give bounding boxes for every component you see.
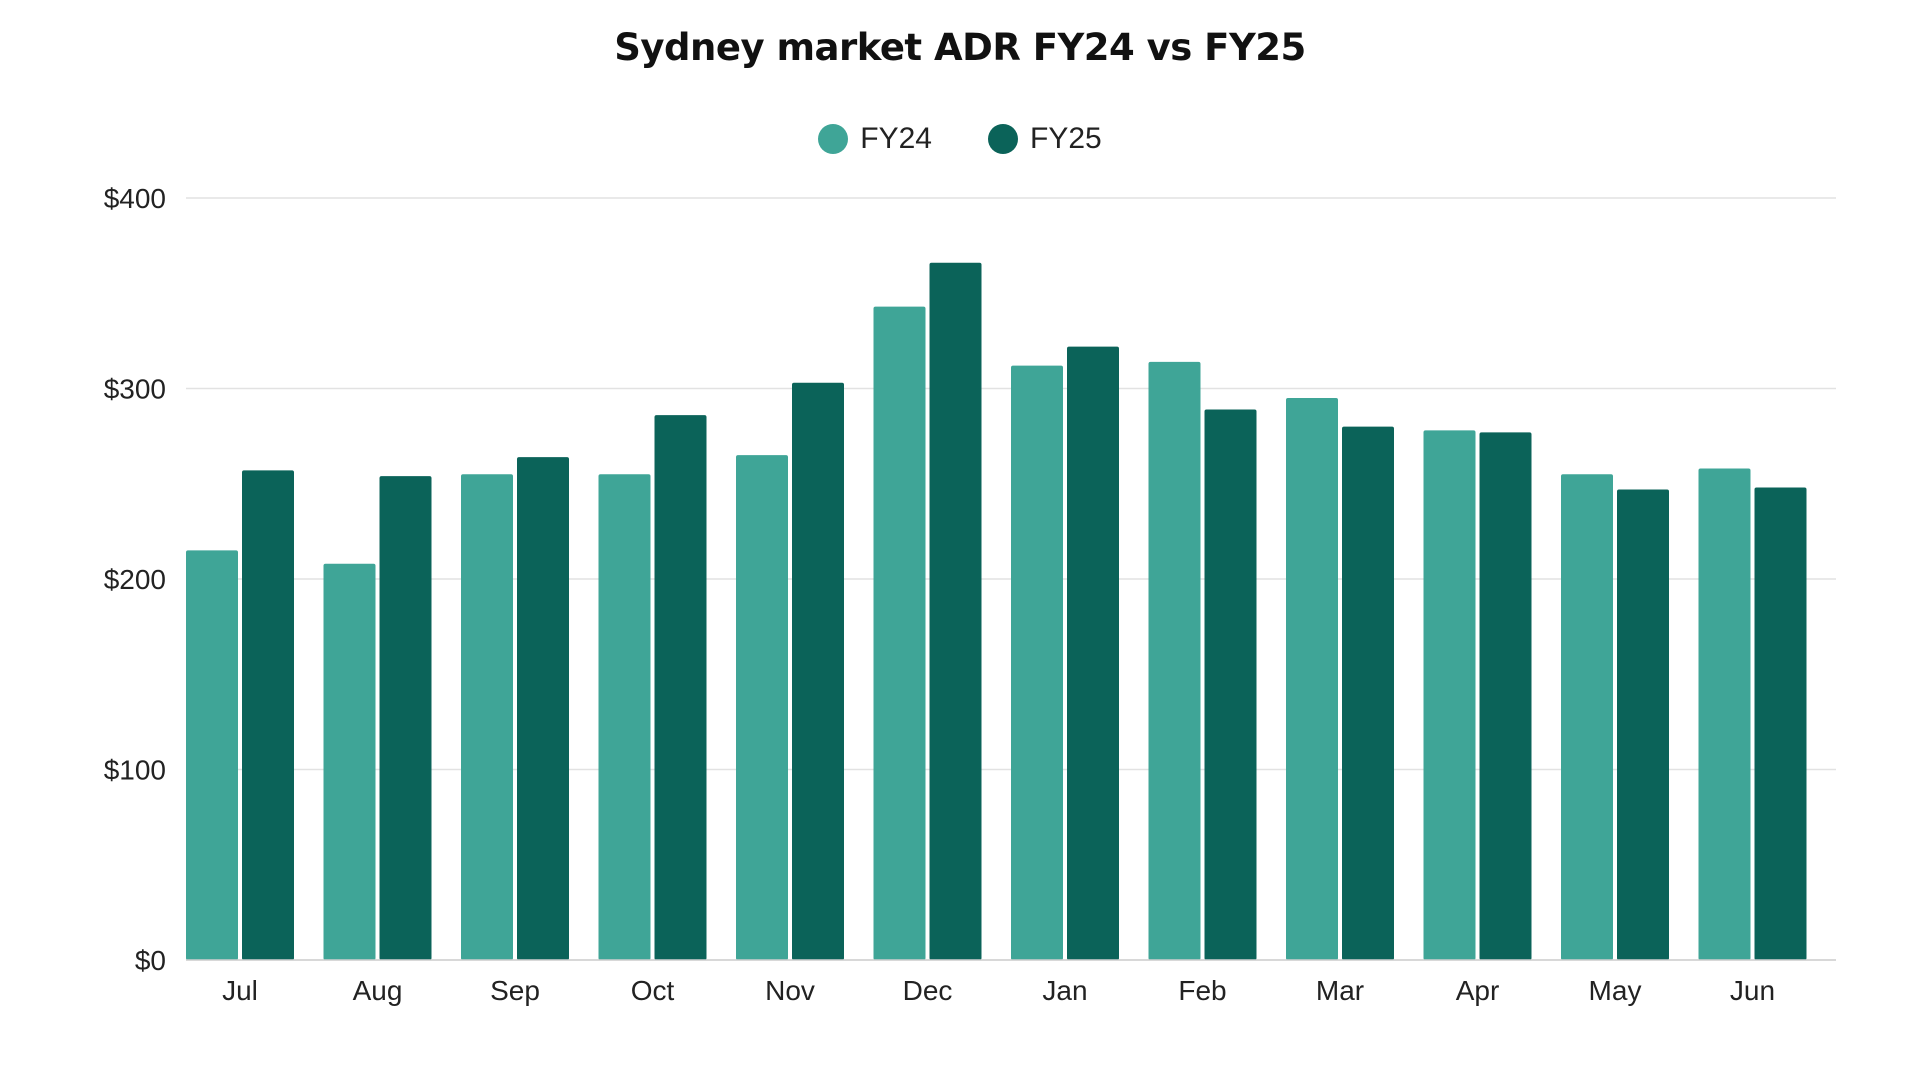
legend-label-fy25: FY25 [1030,122,1102,155]
bar-fy25-jun[interactable] [1754,487,1807,960]
y-tick-label: $300 [104,374,166,405]
bar-fy25-aug[interactable] [379,476,432,960]
x-tick-label: Aug [353,975,403,1006]
x-tick-label: Feb [1178,975,1226,1006]
bar-fy25-sep[interactable] [517,457,569,960]
x-tick-label: Jan [1042,975,1087,1006]
x-tick-label: Oct [631,975,675,1006]
x-tick-label: Jun [1730,975,1775,1006]
x-tick-label: May [1589,975,1642,1006]
y-tick-label: $200 [104,564,166,595]
x-tick-label: Sep [490,975,540,1006]
y-tick-label: $0 [135,945,166,976]
bar-fy24-may[interactable] [1561,474,1613,960]
bar-fy24-feb[interactable] [1148,361,1201,961]
legend-swatch-fy25 [988,124,1018,154]
bar-fy24-nov[interactable] [736,455,788,960]
legend: FY24 FY25 [0,122,1920,156]
legend-item-fy25[interactable]: FY25 [988,122,1102,156]
x-tick-label: Apr [1456,975,1500,1006]
bar-fy25-dec[interactable] [929,262,982,960]
bar-fy25-may[interactable] [1617,489,1669,960]
y-tick-label: $100 [104,755,166,786]
x-tick-label: Jul [222,975,258,1006]
bar-fy24-aug[interactable] [323,563,376,960]
bar-fy25-oct[interactable] [654,415,707,960]
x-tick-label: Nov [765,975,815,1006]
bar-fy25-jan[interactable] [1067,346,1119,961]
legend-label-fy24: FY24 [860,122,932,155]
bar-fy24-sep[interactable] [461,474,513,960]
bar-fy25-jul[interactable] [242,470,294,960]
chart-title: Sydney market ADR FY24 vs FY25 [614,26,1306,69]
bar-fy25-apr[interactable] [1479,432,1532,960]
bar-fy24-oct[interactable] [598,474,651,960]
legend-swatch-fy24 [818,124,849,154]
bar-fy24-jun[interactable] [1698,468,1751,960]
legend-item-fy24[interactable]: FY24 [818,122,932,156]
bar-fy24-mar[interactable] [1286,398,1338,960]
bar-fy24-jan[interactable] [1011,365,1063,960]
bar-fy24-dec[interactable] [873,306,926,961]
y-tick-label: $400 [104,183,166,214]
bar-fy25-nov[interactable] [792,382,844,960]
bar-fy25-mar[interactable] [1342,426,1394,961]
x-tick-label: Mar [1316,975,1364,1006]
x-tick-label: Dec [903,975,953,1006]
bar-fy24-jul[interactable] [186,550,238,960]
bar-fy25-feb[interactable] [1204,409,1257,961]
bar-fy24-apr[interactable] [1423,430,1476,960]
